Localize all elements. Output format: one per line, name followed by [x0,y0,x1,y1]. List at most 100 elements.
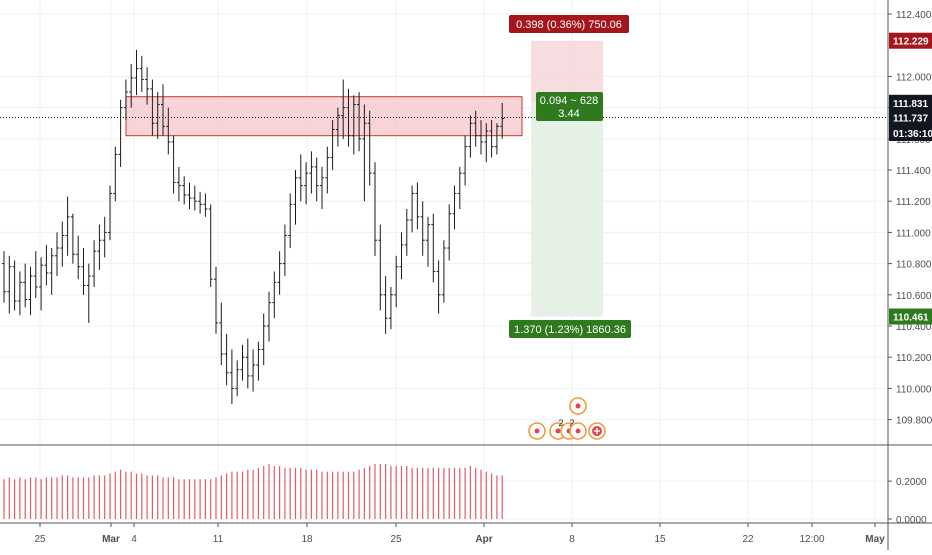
ohlc-bar [76,235,81,280]
ohlc-bar [123,79,128,121]
ohlc-bar [33,251,38,298]
price-tag-text: 112.229 [893,37,929,48]
ohlc-bar [431,213,436,283]
ohlc-bar [55,232,59,277]
volume-axis[interactable]: 0.2000 0.0000 [888,477,927,526]
time-axis[interactable]: 25 Mar 4 11 18 25 Apr 8 15 22 12:00 May [34,523,885,545]
price-tag-text: 01:36:10 [893,129,932,140]
ohlc-bar [102,216,107,258]
ohlc-bar [489,120,494,158]
risk-reward-line1: 0.094 ~ 628 [540,95,598,107]
target-zone[interactable] [531,102,603,317]
price-tag: 112.229 [889,32,932,49]
ohlc-bar [44,244,49,286]
ohlc-bar [12,260,17,311]
stop-label-text: 0.398 (0.36%) 750.06 [516,19,622,31]
ohlc-bar [452,185,457,230]
ohlc-bar [214,266,218,334]
ohlc-bar [256,341,261,381]
ohlc-bar [367,110,372,186]
resistance-zone[interactable] [125,96,523,137]
ohlc-bar [288,193,293,249]
ohlc-bar [484,123,489,163]
ohlc-bar [267,291,271,342]
price-tag-text: 111.831 [893,99,928,110]
target-label[interactable]: 1.370 (1.23%) 1860.36 [509,320,631,338]
ohlc-bar [70,213,75,264]
volume-tick-label: 0.2000 [896,477,927,488]
ohlc-bar [235,360,240,397]
ohlc-bar [176,166,181,202]
event-flag-icon[interactable] [528,422,546,440]
ohlc-bar [192,185,197,211]
time-tick-label: 12:00 [799,534,824,545]
ohlc-bar [436,260,441,314]
ohlc-bar [309,151,314,194]
time-tick-label: 4 [131,534,137,545]
ohlc-bar [457,166,462,210]
ohlc-bar [335,107,340,147]
price-tick-label: 112.400 [896,10,932,21]
ohlc-bar [479,120,483,155]
price-tick-label: 110.400 [896,322,932,333]
ohlc-bar [304,162,309,205]
ohlc-bar [92,240,97,288]
ohlc-bar [261,313,266,366]
ohlc-bar [39,257,44,311]
event-core [534,428,540,434]
grid-lines [0,0,888,520]
ohlc-bar [325,146,330,194]
time-tick-label: 25 [34,534,46,545]
position-tool[interactable] [531,40,603,317]
event-count: 2 [558,418,563,428]
ohlc-bar [388,287,393,330]
ohlc-bar [23,263,28,308]
position-labels[interactable]: 0.398 (0.36%) 750.06 1.370 (1.23%) 1860.3… [509,15,631,338]
ohlc-bar [500,102,505,139]
event-flag-icon[interactable] [569,422,587,440]
ohlc-bar [298,154,303,202]
ohlc-bar [224,333,229,386]
price-tags: 112.229 111.831 111.737 01:36:10 110.461 [889,32,932,325]
ohlc-bar [134,49,139,96]
ohlc-bar [60,221,65,267]
ohlc-bar [145,67,150,105]
ohlc-bar [81,248,86,295]
ohlc-bar [314,157,319,202]
ohlc-bar [463,135,468,186]
ohlc-bar [166,107,171,155]
event-core [575,403,581,409]
risk-reward-bg [536,92,603,121]
ohlc-bar [118,99,123,167]
stop-label[interactable]: 0.398 (0.36%) 750.06 [509,15,629,33]
price-tag-bg [889,125,932,141]
ohlc-bar [161,84,165,136]
time-tick-label: 18 [301,534,313,545]
ohlc-bar [351,95,356,155]
ohlc-bar [198,191,203,214]
target-label-text: 1.370 (1.23%) 1860.36 [514,324,626,336]
price-tick-label: 112.000 [896,72,932,83]
ohlc-bar [426,216,430,267]
ohlc-bar [277,251,282,295]
ohlc-bar [378,224,383,311]
ohlc-bar [245,338,250,389]
ohlc-bar [2,251,6,303]
time-tick-label: Apr [475,534,492,545]
ohlc-bar [373,162,377,256]
resistance-zone-box[interactable] [125,96,523,137]
event-plus-icon[interactable] [588,422,606,440]
time-tick-label: Mar [102,534,120,545]
ohlc-bar [203,193,208,217]
ohlc-bar [293,170,298,225]
ohlc-bar [139,56,144,93]
price-tag-bg [889,94,932,111]
volume-bars [3,464,503,519]
ohlc-bar [108,185,112,241]
event-flag-icon[interactable] [569,397,587,415]
